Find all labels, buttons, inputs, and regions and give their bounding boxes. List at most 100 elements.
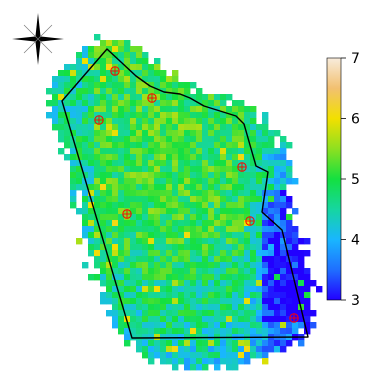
raster-cell xyxy=(202,118,209,125)
raster-cell xyxy=(190,322,197,329)
raster-cell xyxy=(298,280,305,287)
raster-cell xyxy=(142,238,149,245)
raster-cell xyxy=(196,352,203,359)
raster-cell xyxy=(304,268,311,275)
raster-cell xyxy=(70,166,77,173)
raster-cell xyxy=(118,226,125,233)
raster-cell xyxy=(202,172,209,179)
raster-cell xyxy=(238,178,245,185)
raster-cell xyxy=(160,130,167,137)
raster-cell xyxy=(106,64,113,71)
raster-cell xyxy=(88,118,95,125)
raster-cell xyxy=(136,118,143,125)
raster-cell xyxy=(232,286,239,293)
raster-cell xyxy=(226,280,233,287)
raster-cell xyxy=(202,358,209,365)
raster-cell xyxy=(244,340,251,347)
raster-cell xyxy=(148,76,155,83)
raster-cell xyxy=(94,70,101,77)
raster-cell xyxy=(82,208,89,215)
raster-cell xyxy=(214,322,221,329)
raster-cell xyxy=(208,214,215,221)
raster-cell xyxy=(268,196,275,203)
raster-cell xyxy=(166,118,173,125)
raster-cell xyxy=(142,328,149,335)
raster-cell xyxy=(214,202,221,209)
raster-cell xyxy=(118,178,125,185)
raster-cell xyxy=(220,214,227,221)
raster-cell xyxy=(280,238,287,245)
raster-cell xyxy=(286,160,293,167)
raster-cell xyxy=(124,172,131,179)
raster-cell xyxy=(196,346,203,353)
raster-cell xyxy=(130,106,137,113)
raster-cell xyxy=(130,190,137,197)
raster-cell xyxy=(250,226,257,233)
raster-cell xyxy=(76,178,83,185)
raster-cell xyxy=(76,94,83,101)
raster-cell xyxy=(148,304,155,311)
raster-cell xyxy=(202,310,209,317)
raster-cell xyxy=(136,310,143,317)
raster-cell xyxy=(172,148,179,155)
raster-cell xyxy=(190,136,197,143)
raster-cell xyxy=(196,286,203,293)
raster-cell xyxy=(280,286,287,293)
raster-cell xyxy=(124,58,131,65)
raster-cell xyxy=(286,220,293,227)
raster-cell xyxy=(268,274,275,281)
raster-cell xyxy=(148,136,155,143)
raster-cell xyxy=(238,196,245,203)
raster-cell xyxy=(214,184,221,191)
raster-cell xyxy=(250,322,257,329)
raster-cell xyxy=(118,112,125,119)
raster-cell xyxy=(292,238,299,245)
raster-cell xyxy=(256,130,263,137)
raster-cell xyxy=(226,274,233,281)
raster-cell xyxy=(184,244,191,251)
raster-cell xyxy=(94,34,101,41)
raster-cell xyxy=(304,274,311,281)
raster-cell xyxy=(172,166,179,173)
raster-cell xyxy=(94,220,101,227)
raster-cell xyxy=(172,262,179,269)
raster-cell xyxy=(268,142,275,149)
raster-cell xyxy=(196,262,203,269)
raster-cell xyxy=(142,208,149,215)
raster-cell xyxy=(130,148,137,155)
raster-cell xyxy=(220,130,227,137)
raster-cell xyxy=(154,178,161,185)
raster-cell xyxy=(70,172,77,179)
raster-cell xyxy=(100,64,107,71)
raster-cell xyxy=(202,148,209,155)
raster-cell xyxy=(130,76,137,83)
raster-cell xyxy=(232,208,239,215)
raster-cell xyxy=(124,52,131,59)
raster-cell xyxy=(172,268,179,275)
raster-cell xyxy=(160,244,167,251)
raster-cell xyxy=(106,94,113,101)
raster-cell xyxy=(202,94,209,101)
raster-cell xyxy=(136,292,143,299)
raster-cell xyxy=(106,124,113,131)
raster-cell xyxy=(184,250,191,257)
raster-cell xyxy=(160,328,167,335)
raster-cell xyxy=(238,190,245,197)
raster-cell xyxy=(286,286,293,293)
raster-cell xyxy=(256,352,263,359)
raster-cell xyxy=(154,100,161,107)
raster-cell xyxy=(154,340,161,347)
raster-cell xyxy=(280,256,287,263)
raster-cell xyxy=(130,64,137,71)
raster-cell xyxy=(172,178,179,185)
raster-cell xyxy=(172,280,179,287)
raster-cell xyxy=(124,190,131,197)
raster-cell xyxy=(82,232,89,239)
raster-cell xyxy=(172,232,179,239)
raster-cell xyxy=(196,316,203,323)
raster-cell xyxy=(250,268,257,275)
raster-cell xyxy=(244,154,251,161)
raster-cell xyxy=(118,316,125,323)
raster-cell xyxy=(172,310,179,317)
raster-cell xyxy=(172,340,179,347)
